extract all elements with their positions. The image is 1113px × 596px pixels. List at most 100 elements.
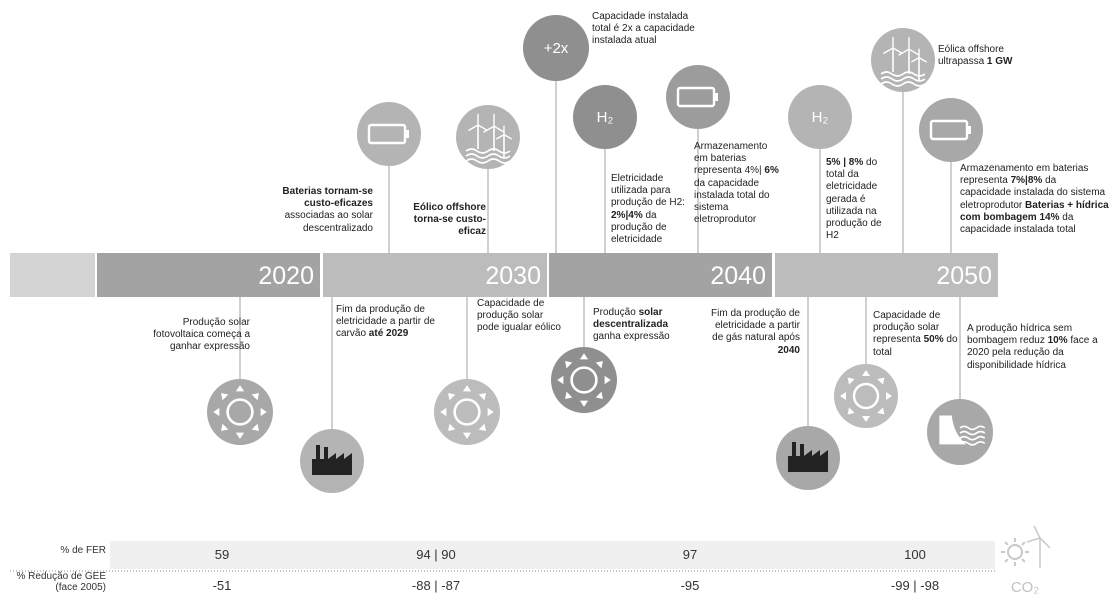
icon-part: [213, 407, 220, 417]
icon-part: [440, 407, 447, 417]
annotation: Fim da produção de eletricidade a partir…: [336, 304, 461, 341]
icon-part: [1007, 544, 1023, 560]
annotation-text: da capacidade instalada total do sistema…: [694, 177, 770, 226]
icon-part: [918, 56, 927, 63]
icon: [213, 385, 267, 439]
icon-part: [939, 415, 967, 445]
annotation-text: 1 GW: [986, 56, 1013, 68]
annotation: Baterias tornam-se custo-eficazes associ…: [255, 186, 373, 235]
annotation-text: 5% | 8%: [826, 157, 864, 168]
icon-part: [235, 432, 245, 439]
annotation-text: Baterias + hídrica com bombagem 14%: [960, 199, 1109, 223]
icon-part: [1033, 525, 1041, 539]
icon-part: [959, 435, 986, 441]
icon-part: [487, 407, 494, 417]
annotation: Armazenamento em baterias representa 4%|…: [694, 141, 782, 226]
icon-part: [565, 391, 573, 399]
icon: [939, 415, 986, 446]
icon-part: [880, 76, 926, 82]
year-label: 2020: [258, 262, 314, 290]
icon: [367, 123, 409, 145]
icon-part: [465, 158, 511, 164]
row-label: % Redução de GEE (face 2005): [16, 571, 107, 593]
icon: +2x: [544, 40, 569, 57]
icon-part: [260, 407, 267, 417]
icon-circle: [666, 65, 730, 129]
icon: [880, 37, 927, 87]
icon-part: [877, 377, 885, 385]
icon: [440, 385, 494, 439]
year-label: 2050: [936, 262, 992, 290]
icon-part: [788, 442, 828, 472]
icon-part: [251, 423, 259, 431]
icon-part: [448, 423, 456, 431]
icon-part: [908, 48, 920, 56]
icon-part: [453, 398, 481, 426]
icon-circle: [919, 98, 983, 162]
annotation-text: face a 2020 pela redução da disponibilid…: [967, 335, 1098, 371]
table-cell: 97: [682, 547, 698, 562]
icon: [312, 445, 352, 475]
annotation-text: A produção hídrica sem bombagem reduz: [967, 323, 1073, 347]
annotation-text: da capacidade instalada total: [960, 211, 1076, 236]
icon-part: [595, 361, 603, 369]
icon-part: [959, 440, 986, 446]
table-cell: 100: [904, 547, 926, 562]
icon-part: [462, 385, 472, 392]
icon-part: [1021, 541, 1026, 546]
annotation-text: ganha expressão: [593, 331, 670, 343]
icon-part: [862, 416, 870, 422]
annotation: Eólico offshore torna-se custo-eficaz: [400, 202, 486, 239]
icon-circle: [788, 85, 852, 149]
icon-part: [570, 366, 598, 394]
annotation-text: Baterias tornam-se custo-eficazes: [282, 186, 373, 210]
timeline-segment: [97, 253, 320, 297]
annotation: Capacidade de produção solar pode iguala…: [477, 298, 562, 335]
icon-label: +2x: [544, 40, 569, 57]
icon-label: H₂: [597, 109, 614, 126]
icon-part: [840, 392, 846, 400]
annotation-text: Armazenamento em baterias representa: [960, 163, 1089, 187]
icon-part: [579, 353, 589, 360]
icon-part: [604, 375, 611, 385]
icon-part: [880, 81, 926, 87]
icon-part: [883, 47, 894, 55]
icon-part: [405, 130, 409, 138]
icon-part: [448, 393, 456, 401]
icon: [788, 442, 828, 472]
year-label: 2030: [485, 262, 541, 290]
icon-part: [462, 432, 472, 439]
table-cell: -95: [680, 578, 700, 593]
annotation: Produção solar fotovoltaica começa a gan…: [150, 317, 250, 354]
annotation-text: Capacidade instalada total é 2x a capaci…: [592, 11, 695, 47]
icon-part: [465, 153, 511, 159]
annotation-text: solar descentralizada: [593, 307, 669, 331]
icon-part: [898, 48, 910, 56]
annotation-text: Produção solar fotovoltaica começa a gan…: [153, 317, 250, 353]
icon-part: [862, 370, 870, 376]
icon-part: [967, 126, 971, 134]
icon-part: [847, 407, 855, 415]
icon-part: [503, 133, 512, 140]
icon-part: [565, 361, 573, 369]
icon-part: [714, 93, 718, 101]
icon-part: [892, 47, 903, 55]
icon-circle: [523, 15, 589, 81]
icon-part: [877, 407, 885, 415]
icon-part: [465, 148, 511, 154]
table-cell: -88 | -87: [411, 578, 461, 593]
annotation-text: 2%|4%: [611, 209, 643, 221]
annotation: Eólica offshore ultrapassa 1 GW: [938, 44, 1028, 68]
icon-part: [1026, 537, 1041, 543]
icon-part: [251, 393, 259, 401]
icon-part: [477, 124, 488, 132]
table-cell: -51: [212, 578, 232, 593]
annotation-text: 6%: [764, 165, 779, 177]
annotation-text: 7%|8%: [1010, 175, 1043, 187]
annotation-text: Eólica offshore ultrapassa: [938, 44, 1004, 68]
icon-part: [852, 382, 880, 410]
annotation: A produção hídrica sem bombagem reduz 10…: [967, 323, 1109, 372]
co2-icon: [1001, 525, 1051, 568]
